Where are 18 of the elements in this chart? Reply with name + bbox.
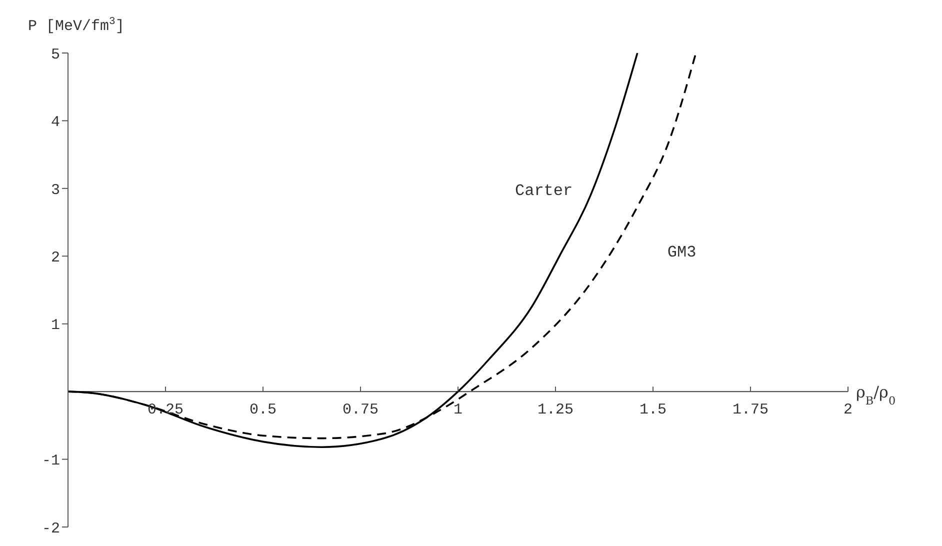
- y-tick-label: 3: [50, 182, 60, 199]
- y-tick-label: -1: [42, 452, 60, 470]
- y-tick-label: 5: [50, 46, 60, 64]
- x-tick-label: 2: [843, 402, 853, 419]
- x-tick-label: 0.75: [342, 402, 379, 419]
- x-axis-title: ρ$_{B}$/ρ$_{0}$: [856, 382, 896, 408]
- x-tick-label: 0.5: [249, 402, 277, 419]
- text: GM3: [667, 244, 696, 262]
- x-tick-label: 1: [453, 402, 463, 419]
- y-tick-label: 4: [50, 114, 60, 132]
- y-tick-label: 2: [50, 249, 60, 266]
- y-axis-title: P [MeV/fm$^{3}$]: [28, 16, 124, 35]
- series-label: Carter: [514, 182, 573, 200]
- y-tick-label: 1: [50, 317, 60, 334]
- x-tick-label: 1.25: [537, 402, 574, 419]
- x-tick-label: 1.5: [639, 402, 667, 419]
- x-tick-label: 1.75: [732, 402, 769, 419]
- y-tick-label: -2: [42, 520, 60, 538]
